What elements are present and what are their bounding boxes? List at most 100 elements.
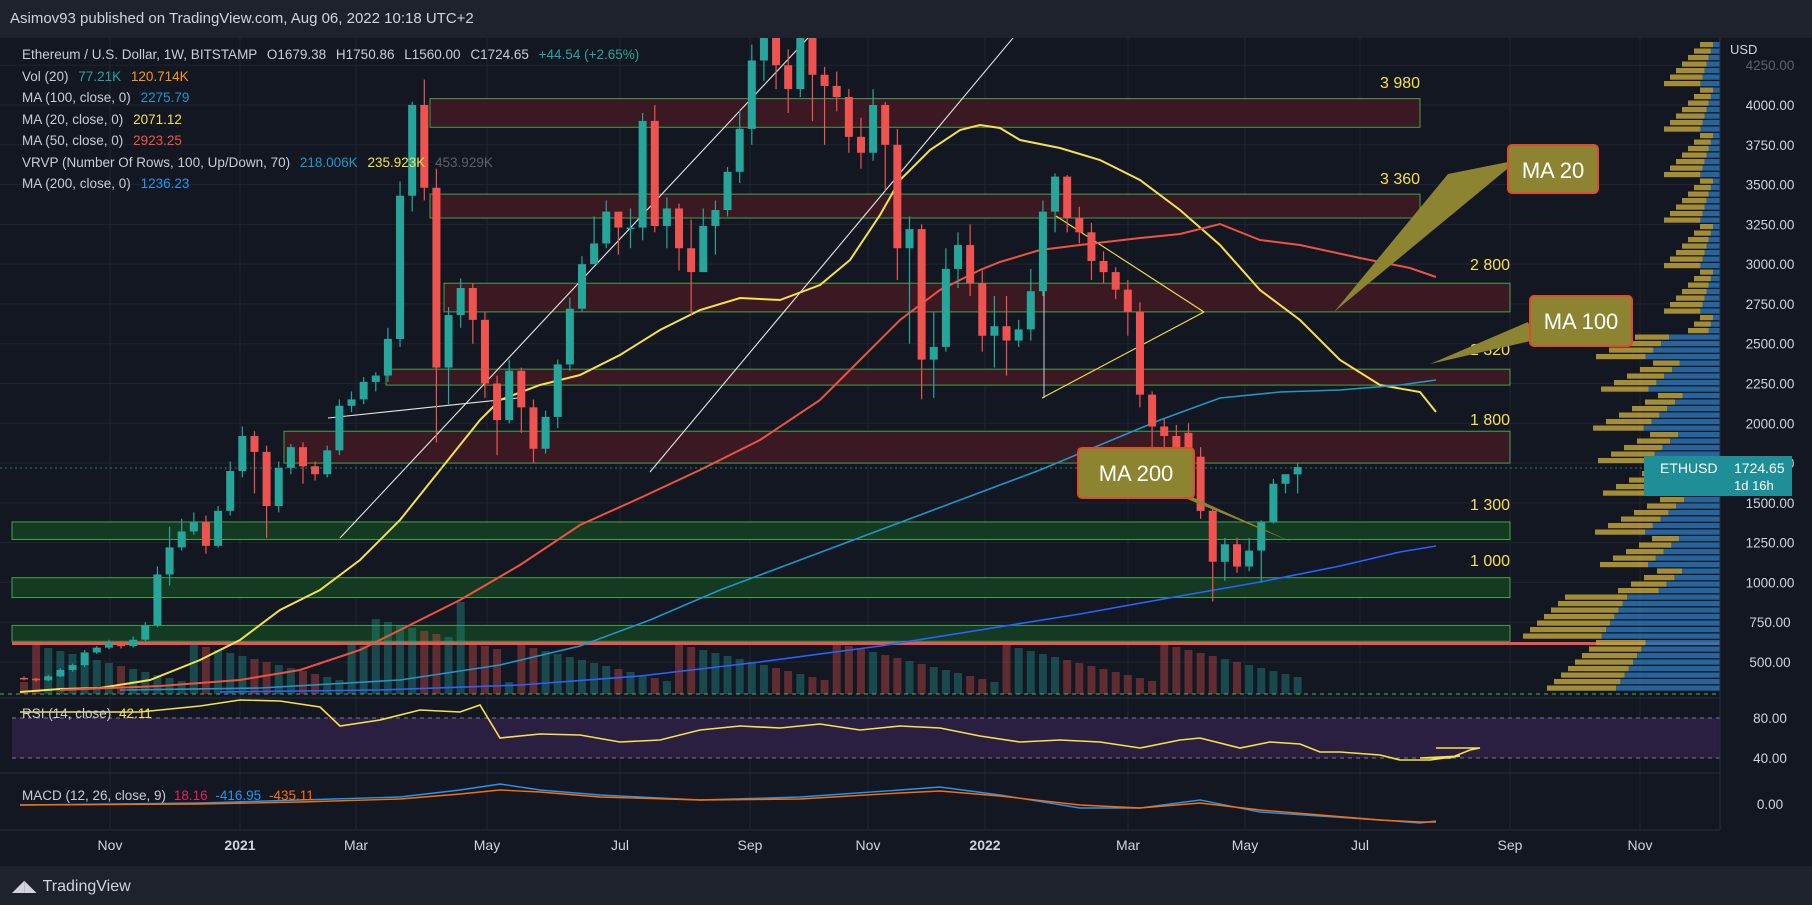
candle-body bbox=[966, 245, 975, 284]
volume-bar bbox=[80, 657, 89, 694]
candle-body bbox=[1160, 426, 1169, 437]
candle-body bbox=[1135, 311, 1144, 395]
vrvp-up-bar bbox=[1675, 399, 1720, 405]
volume-bar bbox=[905, 661, 914, 694]
vrvp-up-bar bbox=[1708, 328, 1720, 334]
brand[interactable]: ◢◣ TradingView bbox=[12, 876, 131, 896]
vrvp-down-bar bbox=[1682, 289, 1707, 295]
candle-body bbox=[68, 665, 77, 670]
candle-body bbox=[1220, 544, 1229, 562]
ohlc-open: O1679.38 bbox=[266, 47, 327, 62]
volume-bar bbox=[274, 665, 283, 694]
volume-bar bbox=[517, 645, 526, 694]
volume-bar bbox=[1002, 645, 1011, 694]
volume-bar bbox=[1026, 651, 1035, 694]
zone-5 bbox=[283, 430, 1511, 464]
rsi-legend[interactable]: RSI (14, close) 42.11 bbox=[22, 706, 152, 721]
candle-body bbox=[990, 326, 999, 336]
vrvp-down-bar bbox=[1694, 139, 1711, 145]
vrvp-down-bar bbox=[1682, 61, 1707, 67]
vrvp-up-bar bbox=[1702, 256, 1720, 262]
candle-body bbox=[784, 65, 793, 90]
vrvp-up-bar bbox=[1663, 549, 1720, 555]
volume-bar bbox=[1111, 672, 1120, 694]
vrvp-down-bar bbox=[1653, 360, 1680, 366]
time-tick: Jul bbox=[1351, 837, 1369, 853]
legend-ma50[interactable]: MA (50, close, 0) 2923.25 bbox=[22, 130, 639, 152]
price-tick: 500.00 bbox=[1749, 655, 1790, 670]
candle-body bbox=[723, 171, 732, 211]
macd-signal-value: -435.11 bbox=[268, 788, 314, 803]
volume-bar bbox=[856, 649, 865, 694]
ma200-line bbox=[219, 545, 1437, 693]
vrvp-down-bar bbox=[1682, 243, 1707, 249]
candle-body bbox=[929, 346, 938, 360]
vrvp-up-bar bbox=[1710, 321, 1720, 327]
vrvp-up-bar bbox=[1682, 393, 1720, 399]
candle-body bbox=[1075, 217, 1084, 233]
vrvp-down-bar bbox=[1682, 152, 1707, 158]
vrvp-up-bar bbox=[1713, 87, 1720, 93]
vrvp-up-bar bbox=[1706, 243, 1720, 249]
macd-pane bbox=[0, 772, 1720, 824]
vrvp-up-bar bbox=[1710, 94, 1720, 100]
vrvp-up-bar bbox=[1668, 510, 1720, 516]
vrvp-down-bar bbox=[1568, 666, 1629, 672]
candle-body bbox=[1257, 521, 1266, 551]
volume-bar bbox=[529, 648, 538, 694]
vrvp-down-bar bbox=[1626, 549, 1664, 555]
footer-bar: ◢◣ TradingView bbox=[0, 866, 1812, 905]
vrvp-up-bar bbox=[1633, 659, 1720, 665]
macd-legend[interactable]: MACD (12, 26, close, 9) 18.16 -416.95 -4… bbox=[22, 788, 314, 803]
legend-ma20[interactable]: MA (20, close, 0) 2071.12 bbox=[22, 109, 639, 131]
vrvp-down-bar bbox=[1547, 685, 1617, 691]
legend-symbol-row[interactable]: Ethereum / U.S. Dollar, 1W, BITSTAMP O16… bbox=[22, 44, 639, 66]
vrvp-up-bar bbox=[1704, 113, 1720, 119]
legend-ma100[interactable]: MA (100, close, 0) 2275.79 bbox=[22, 87, 639, 109]
volume-bar bbox=[1220, 659, 1229, 694]
candle-body bbox=[480, 319, 489, 384]
vrvp-up-bar bbox=[1661, 341, 1720, 347]
vrvp-down-bar bbox=[1700, 42, 1713, 48]
vrvp-up-bar bbox=[1648, 562, 1720, 568]
candle-body bbox=[214, 510, 223, 546]
time-tick: May bbox=[474, 837, 500, 853]
vrvp-down-bar bbox=[1682, 107, 1707, 113]
vrvp-down-bar bbox=[1634, 510, 1669, 516]
rsi-line bbox=[20, 699, 1481, 761]
vrvp-up-bar bbox=[1708, 191, 1720, 197]
vrvp-label: VRVP (Number Of Rows, 100, Up/Down, 70) bbox=[22, 154, 291, 170]
volume-bar bbox=[117, 666, 126, 694]
price-tag-symbol: ETHUSD bbox=[1660, 460, 1718, 476]
volume-bar bbox=[250, 659, 259, 694]
vrvp-up-bar bbox=[1713, 42, 1720, 48]
legend-vol[interactable]: Vol (20) 77.21K 120.714K bbox=[22, 66, 639, 88]
vrvp-down-bar bbox=[1670, 211, 1703, 217]
candle-body bbox=[1002, 326, 1011, 341]
time-tick: 2021 bbox=[224, 837, 255, 853]
volume-bar bbox=[1245, 665, 1254, 694]
candle-body bbox=[286, 447, 295, 468]
vrvp-up-bar bbox=[1704, 204, 1720, 210]
vrvp-up-bar bbox=[1704, 68, 1720, 74]
vrvp-up-bar bbox=[1708, 146, 1720, 152]
vrvp-up-bar bbox=[1700, 126, 1720, 132]
legend-ma200[interactable]: MA (200, close, 0) 1236.23 bbox=[22, 173, 639, 195]
price-tag-timer: 1d 16h bbox=[1734, 478, 1774, 493]
vrvp-down-bar bbox=[1694, 185, 1711, 191]
vrvp-down-bar bbox=[1611, 451, 1655, 457]
macd-line bbox=[19, 783, 1437, 824]
vrvp-down-bar bbox=[1593, 425, 1644, 431]
vrvp-down-bar bbox=[1694, 276, 1711, 282]
level-label: 3 360 bbox=[1380, 171, 1420, 188]
vrvp-up-bar bbox=[1700, 263, 1720, 269]
price-axis[interactable]: 4250.00 4000.00 3750.00 3500.00 3250.00 3000.… bbox=[1746, 58, 1795, 812]
volume-bar bbox=[699, 650, 708, 694]
price-tick: 3500.00 bbox=[1746, 178, 1795, 193]
volume-bar bbox=[129, 669, 138, 694]
time-axis[interactable]: Nov 2021 Mar May Jul Sep Nov 2022 Mar May Jul Sep No… bbox=[98, 837, 1653, 853]
volume-bar bbox=[1014, 648, 1023, 694]
brand-label: TradingView bbox=[42, 878, 131, 895]
legend-vrvp[interactable]: VRVP (Number Of Rows, 100, Up/Down, 70) … bbox=[22, 152, 639, 174]
